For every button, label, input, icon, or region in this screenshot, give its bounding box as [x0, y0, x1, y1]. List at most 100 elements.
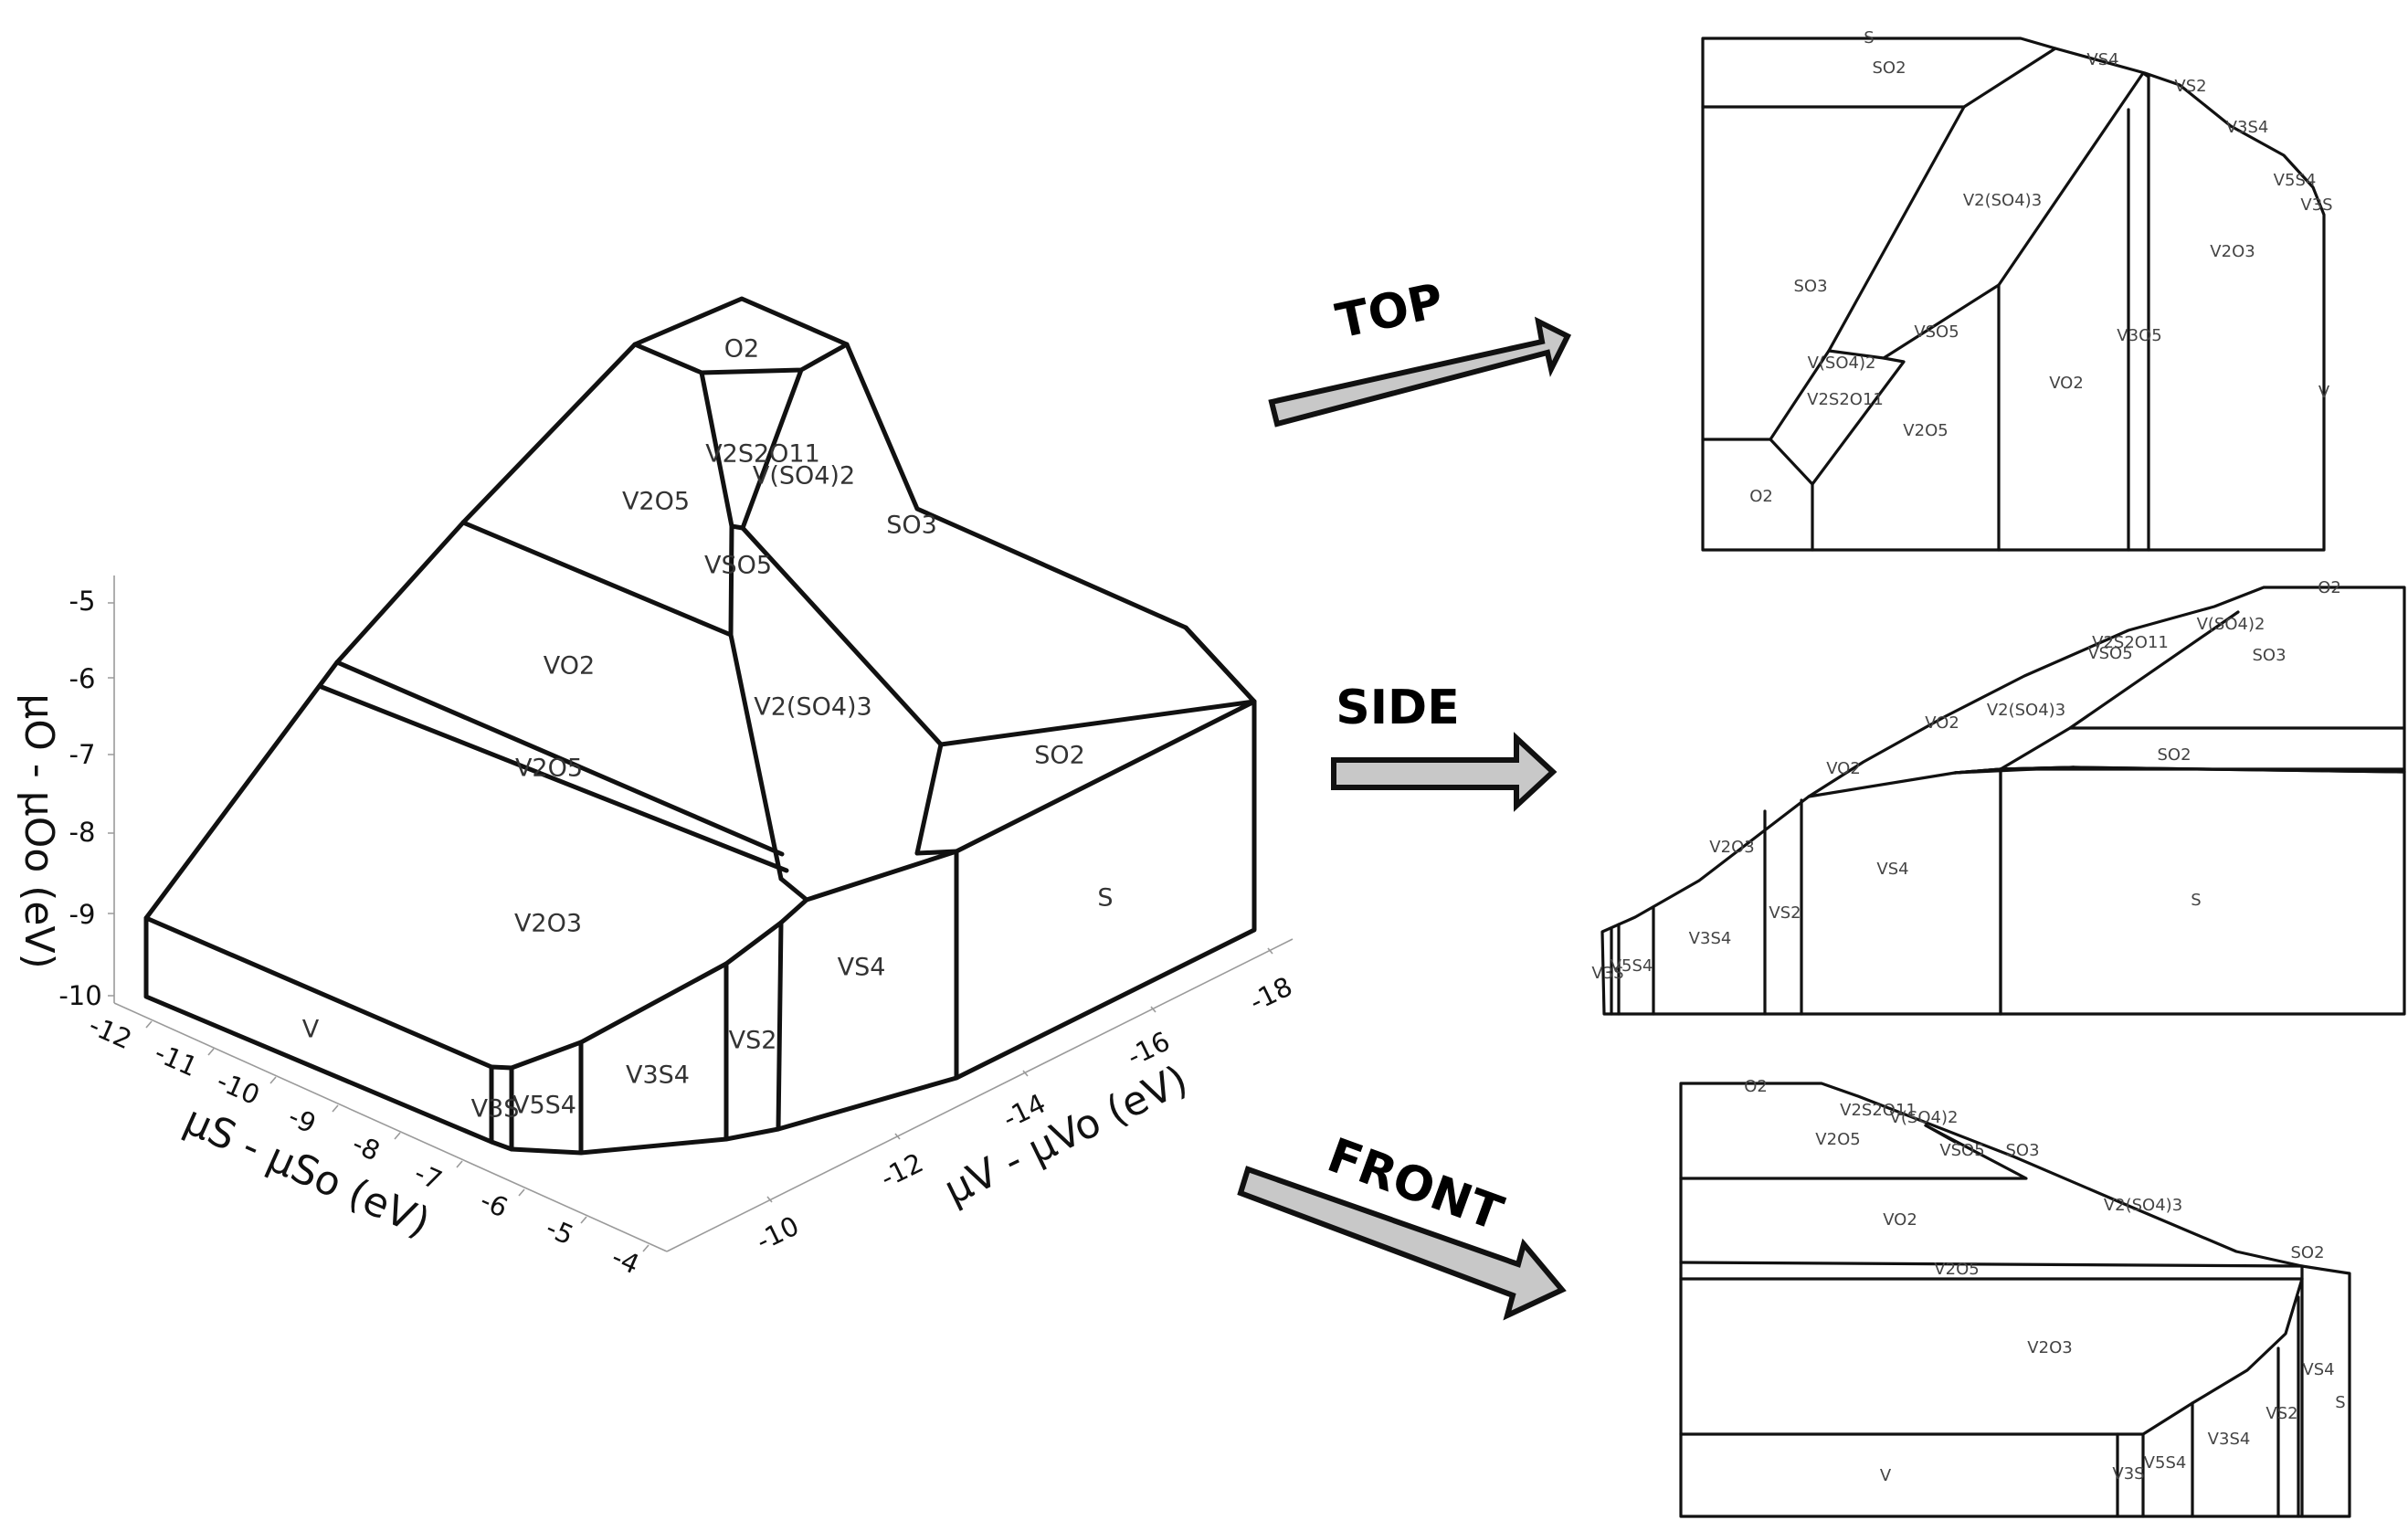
phase-label: V2O3 [1709, 838, 1754, 857]
phase-label: V2S2O11 [1840, 1101, 1917, 1120]
main-3d-diagram: -5 -6 -7 -8 -9 -10 -12 -11 -10 -9 -8 -7 … [16, 296, 1297, 1281]
phase-label: O2 [2318, 578, 2341, 597]
view-arrows: TOP SIDE FRONT [1237, 273, 1572, 1321]
phase-label: V2S2O11 [1807, 390, 1884, 409]
phase-label: V2(SO4)3 [1963, 191, 2042, 210]
tick-label: -5 [542, 1212, 578, 1251]
tick-label: -7 [410, 1157, 447, 1197]
phase-label: V [2318, 383, 2330, 402]
phase-label: V2O5 [515, 755, 583, 783]
tick-label: -7 [69, 739, 96, 770]
phase-label: V5S4 [1611, 956, 1653, 976]
phase-label: VO2 [544, 652, 595, 681]
phase-label: V2O3 [2210, 242, 2255, 261]
phase-label: O2 [1749, 487, 1773, 506]
tick-label: -8 [348, 1128, 385, 1167]
phase-label: V2O5 [622, 488, 690, 516]
phase-label: SO2 [1034, 742, 1085, 770]
phase-label: VS4 [1876, 860, 1908, 879]
phase-label: VS2 [1769, 903, 1801, 923]
phase-label: V3S4 [1689, 929, 1732, 948]
phase-label: V2(SO4)3 [754, 693, 871, 722]
phase-label: V(SO4)2 [2197, 615, 2265, 634]
phase-label: S [1097, 884, 1113, 913]
phase-label: VSO5 [1939, 1141, 1984, 1160]
phase-label: VS2 [2174, 77, 2206, 96]
tick-label: -6 [69, 663, 96, 694]
tick-label: -4 [607, 1241, 644, 1281]
tick-label: -10 [212, 1065, 264, 1111]
tick-label: -10 [751, 1210, 803, 1257]
phase-label: V2O3 [514, 910, 582, 938]
phase-label: V2O3 [2027, 1338, 2072, 1357]
phase-label: V3O5 [2117, 326, 2161, 345]
arrow-icon [1331, 732, 1558, 812]
phase-label: O2 [724, 335, 759, 364]
phase-label: S [1864, 28, 1874, 48]
top-view-diagram: S SO2 VS4 VS2 V3S4 V5S4 V3S SO3 V2(SO4)3… [1701, 28, 2333, 552]
phase-label: V(SO4)2 [1808, 354, 1876, 373]
tick-label: -5 [69, 586, 96, 617]
tick-label: -12 [84, 1009, 136, 1055]
phase-label: V5S4 [512, 1092, 576, 1120]
phase-label: V2S2O11 [2092, 633, 2169, 652]
phase-label: V2(SO4)3 [2104, 1196, 2182, 1215]
phase-label: V3S [2300, 195, 2332, 215]
phase-label: V5S4 [2144, 1453, 2187, 1473]
phase-label: VSO5 [704, 552, 772, 580]
tick-label: -11 [150, 1037, 202, 1082]
tick-label: -8 [69, 817, 96, 848]
phase-label: SO2 [2157, 745, 2191, 765]
phase-label: V3S4 [2226, 118, 2269, 137]
phase-label: VO2 [1883, 1210, 1917, 1230]
tick-label: -10 [58, 980, 101, 1011]
phase-label: V2O5 [1903, 421, 1948, 440]
phase-label: V3S [471, 1095, 520, 1124]
phase-label: V5S4 [2274, 171, 2317, 190]
tick-label: -9 [284, 1101, 321, 1140]
phase-label: SO3 [886, 512, 937, 540]
phase-label: VO2 [1925, 713, 1959, 733]
phase-label: VS4 [838, 954, 886, 982]
phase-label: SO2 [1872, 58, 1906, 78]
tick-label: -18 [1244, 971, 1296, 1018]
phase-label: VSO5 [1914, 322, 1959, 342]
phase-label: V2O5 [1934, 1260, 1979, 1279]
phase-label: SO3 [2252, 646, 2286, 665]
phase-label: S [2191, 891, 2201, 910]
top-view-label: TOP [1332, 273, 1449, 349]
left-axis-line [113, 1002, 668, 1252]
tick-label: -6 [476, 1185, 512, 1224]
phase-label: V [1880, 1466, 1892, 1485]
phase-label: VS4 [2086, 50, 2118, 69]
right-axis-line [666, 938, 1294, 1252]
phase-label: VS2 [2265, 1404, 2297, 1423]
phase-label: V3S [2112, 1464, 2144, 1483]
polyhedron-edges [143, 296, 1257, 1156]
phase-label: SO2 [2290, 1243, 2324, 1262]
phase-label: VS2 [729, 1027, 777, 1055]
phase-label: V [302, 1016, 320, 1044]
phase-label: VO2 [2049, 374, 2084, 393]
phase-label: V2S2O11 [705, 440, 820, 469]
side-view-diagram: O2 V(SO4)2 VSO5 V2S2O11 SO3 VO2 V2(SO4)3… [1591, 578, 2406, 1016]
phase-label: V3S4 [2208, 1430, 2251, 1449]
phase-label: VSO5 [2087, 644, 2132, 663]
front-view-diagram: O2 V2S2O11 V(SO4)2 V2O5 VSO5 SO3 VO2 V2(… [1679, 1077, 2351, 1518]
right-axis-label: μV - μVo (eV) [937, 1056, 1195, 1214]
phase-label: V3S4 [626, 1061, 690, 1090]
tick-label: -9 [69, 899, 96, 930]
phase-label: SO3 [2005, 1141, 2039, 1160]
phase-label: V2O5 [1815, 1130, 1860, 1149]
side-view-label: SIDE [1336, 681, 1459, 735]
arrow-icon [1268, 316, 1572, 428]
phase-label: O2 [1744, 1077, 1768, 1096]
phase-label: VO2 [1826, 759, 1861, 778]
phase-label: V(SO4)2 [1890, 1108, 1959, 1127]
phase-label: V3S [1591, 964, 1623, 983]
phase-label: V(SO4)2 [753, 462, 855, 491]
phase-label: VS4 [2302, 1360, 2334, 1379]
arrow-icon [1237, 1166, 1567, 1321]
phase-label: V2(SO4)3 [1987, 701, 2065, 720]
